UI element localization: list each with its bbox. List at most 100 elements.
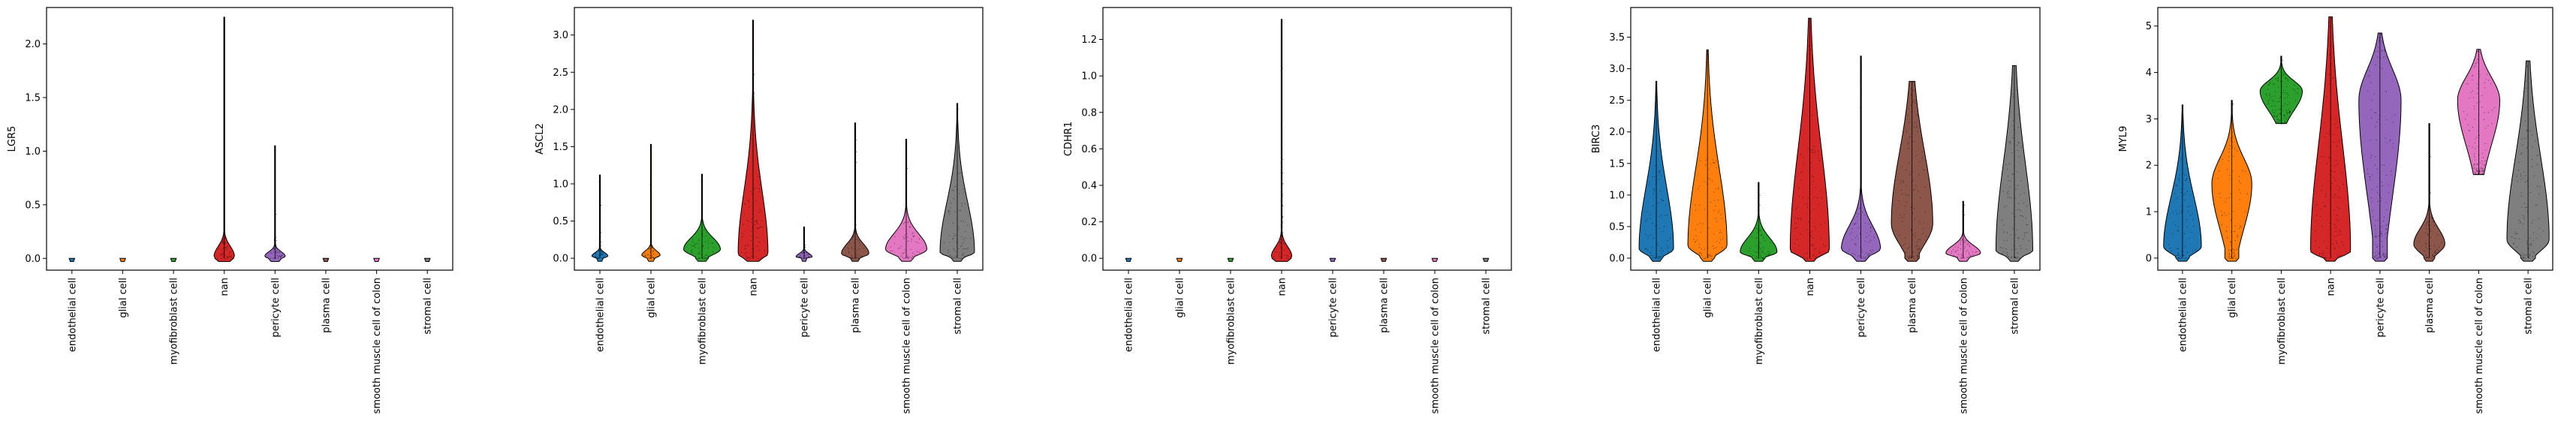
panel-lgr5: 0.0 0.5 1.0 1.5 2.0 LGR5 endothelial cell glial… — [7, 7, 453, 413]
y-tick-label: 5 — [2146, 21, 2152, 32]
x-tick-label: stromal cell — [2523, 278, 2535, 335]
x-tick-label: smooth muscle cell of colon — [2474, 278, 2485, 413]
x-tick-label: glial cell — [1175, 278, 1186, 318]
y-tick-label: 1.0 — [1081, 71, 1097, 83]
x-tick-label: pericyte cell — [800, 278, 811, 338]
x-tick-label: endothelial cell — [2177, 278, 2189, 352]
x-tick-label: glial cell — [1703, 278, 1714, 318]
y-tick-label: 0.0 — [25, 254, 41, 265]
x-tick-label: pericyte cell — [1856, 278, 1867, 338]
y-tick-label: 3.0 — [553, 30, 568, 41]
y-tick-label: 2.5 — [1609, 95, 1625, 107]
violin-smooth-muscle-cell-of-colon — [373, 257, 381, 262]
y-tick-label: 0.5 — [25, 200, 41, 211]
panel-birc3: 0.0 0.5 1.0 1.5 2.0 2.5 3.0 3.5 BIRC3 endothelial… — [1591, 7, 2041, 413]
x-tick-label: stromal cell — [2009, 278, 2020, 335]
x-tick-label: stromal cell — [953, 278, 964, 335]
x-tick-label: glial cell — [2227, 278, 2238, 318]
axes-frame — [574, 7, 984, 271]
x-tick-label: glial cell — [646, 278, 658, 318]
violin-plasma-cell — [322, 257, 330, 262]
x-tick-label: smooth muscle cell of colon — [372, 278, 383, 413]
y-tick-label: 2.0 — [1609, 127, 1625, 138]
x-tick-label: myofibroblast cell — [697, 278, 709, 365]
axes-frame — [1630, 7, 2041, 271]
violin-stromal-cell — [1482, 257, 1490, 262]
panel-ascl2: 0.0 0.5 1.0 1.5 2.0 2.5 3.0 ASCL2 endothelial ce… — [535, 7, 984, 413]
panel-myl9: 0 1 2 3 4 5 MYL9 endothelial cell glial cell myof… — [2118, 7, 2553, 413]
y-tick-label: 1.2 — [1081, 35, 1097, 46]
violin-endothelial-cell — [68, 257, 76, 262]
y-tick-label: 2 — [2146, 161, 2152, 172]
axes-frame — [2157, 7, 2553, 271]
x-tick-label: myofibroblast cell — [1754, 278, 1765, 365]
x-tick-label: nan — [2326, 278, 2337, 296]
y-axis-label: MYL9 — [2118, 126, 2129, 152]
points-endothelial-cell — [2168, 126, 2196, 259]
y-tick-label: 3.5 — [1609, 32, 1625, 44]
y-tick-label: 3 — [2146, 114, 2152, 125]
y-tick-label: 1.5 — [25, 93, 41, 104]
points-nan — [218, 236, 233, 260]
x-tick-label: myofibroblast cell — [1226, 278, 1237, 365]
y-tick-label: 4 — [2146, 68, 2152, 79]
axes-frame — [46, 7, 453, 271]
y-tick-label: 0 — [2146, 253, 2152, 264]
y-tick-label: 0.2 — [1081, 217, 1097, 228]
x-tick-label: endothelial cell — [1124, 278, 1135, 352]
y-tick-label: 0.8 — [1081, 107, 1097, 119]
x-tick-label: pericyte cell — [2375, 278, 2386, 338]
x-tick-label: pericyte cell — [270, 278, 282, 338]
y-tick-label: 1.5 — [1609, 158, 1625, 170]
y-tick-label: 1.0 — [25, 146, 41, 158]
violin-myofibroblast-cell — [170, 257, 177, 262]
violin-endothelial-cell — [1125, 257, 1132, 262]
violin-glial-cell — [119, 257, 126, 262]
axes-frame — [1102, 7, 1512, 271]
x-tick-label: smooth muscle cell of colon — [1958, 278, 1969, 413]
violin-stromal-cell — [423, 257, 431, 262]
y-tick-label: 2.0 — [25, 39, 41, 50]
x-tick-label: endothelial cell — [1652, 278, 1663, 352]
y-tick-label: 1.0 — [553, 179, 568, 190]
y-tick-label: 0.5 — [553, 216, 568, 227]
x-tick-label: smooth muscle cell of colon — [1430, 278, 1442, 413]
x-tick-label: smooth muscle cell of colon — [902, 278, 913, 413]
y-axis-label: LGR5 — [7, 126, 18, 152]
x-tick-label: endothelial cell — [67, 278, 78, 352]
x-tick-label: nan — [1805, 278, 1816, 296]
x-tick-label: stromal cell — [423, 278, 434, 335]
y-tick-label: 3.0 — [1609, 64, 1625, 75]
y-tick-label: 1.5 — [553, 142, 568, 153]
violin-smooth-muscle-cell-of-colon — [1431, 257, 1439, 262]
y-tick-label: 0.0 — [1609, 254, 1625, 265]
y-tick-label: 0.6 — [1081, 144, 1097, 155]
panel-cdhr1: 0.0 0.2 0.4 0.6 0.8 1.0 1.2 CDHR1 endothelial ce… — [1063, 7, 1512, 413]
x-tick-label: pericyte cell — [1328, 278, 1339, 338]
y-axis-label: ASCL2 — [535, 123, 546, 155]
x-tick-label: nan — [219, 278, 230, 296]
x-tick-label: nan — [1277, 278, 1288, 296]
x-tick-label: plasma cell — [1379, 278, 1390, 333]
x-tick-label: stromal cell — [1481, 278, 1493, 335]
y-tick-label: 2.5 — [553, 68, 568, 79]
x-tick-label: plasma cell — [1907, 278, 1918, 333]
y-axis-label: CDHR1 — [1063, 122, 1074, 156]
violin-myofibroblast-cell — [1227, 257, 1234, 262]
panels: 0.0 0.5 1.0 1.5 2.0 LGR5 endothelial cell glial… — [7, 7, 2553, 413]
violin-plasma-cell — [1380, 257, 1387, 262]
y-tick-label: 0.5 — [1609, 221, 1625, 233]
x-tick-label: glial cell — [118, 278, 129, 318]
y-axis-label: BIRC3 — [1591, 125, 1602, 154]
y-tick-label: 1.0 — [1609, 190, 1625, 201]
x-tick-label: myofibroblast cell — [169, 278, 180, 365]
x-tick-label: plasma cell — [851, 278, 862, 333]
violin-glial-cell — [1176, 257, 1183, 262]
y-tick-label: 0.0 — [553, 254, 568, 265]
y-tick-label: 0.0 — [1081, 254, 1097, 265]
x-tick-label: nan — [749, 278, 760, 296]
x-tick-label: plasma cell — [2424, 278, 2436, 333]
y-tick-label: 2.0 — [553, 104, 568, 116]
